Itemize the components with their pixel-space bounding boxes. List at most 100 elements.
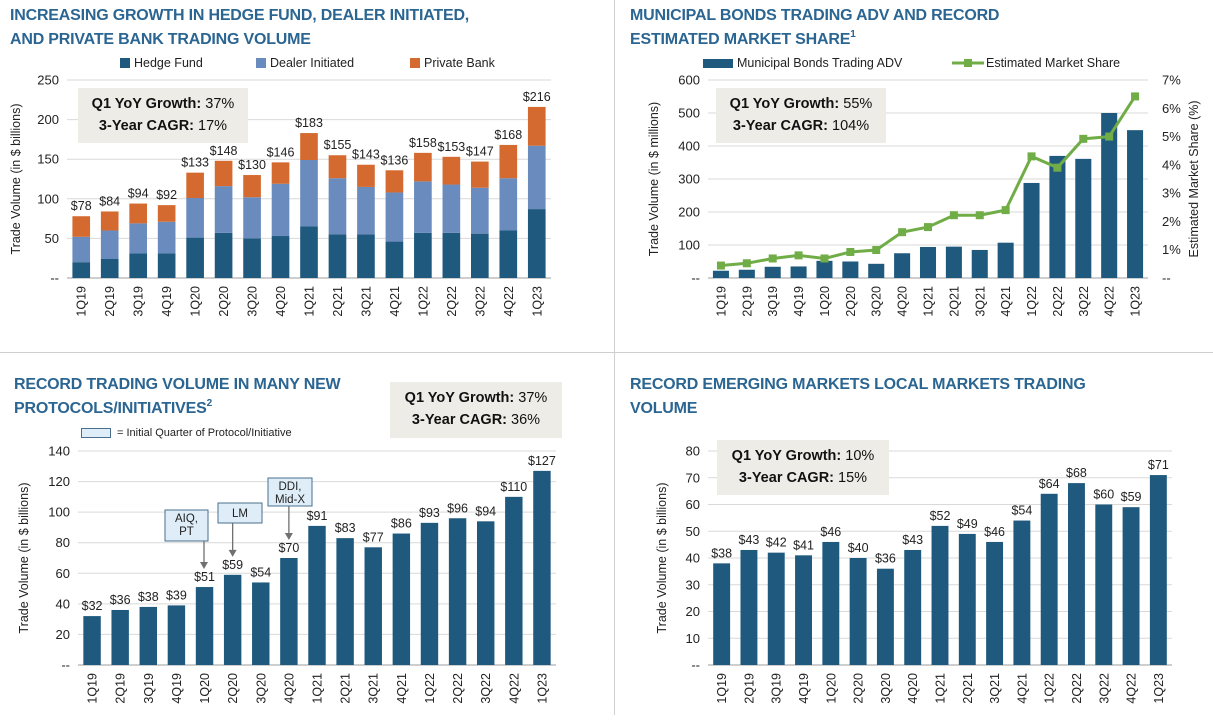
bar [1101,113,1118,278]
y-tick-label: -- [691,271,700,286]
bar-segment-private-bank [72,216,91,237]
market-share-marker [1001,206,1010,215]
x-tick-label: 3Q22 [1097,673,1111,704]
bar-segment-hedge-fund [72,262,91,278]
x-tick-label: 4Q21 [395,673,409,704]
stat-value: 37% [518,390,548,406]
market-share-marker [1027,152,1036,161]
x-tick-label: 1Q19 [714,286,728,317]
y-right-tick-label: 3% [1162,186,1181,201]
bar [1122,507,1140,665]
bar-segment-hedge-fund [214,232,233,278]
data-label: $130 [238,158,266,172]
stat-label: 3-Year CAGR: [738,470,835,486]
x-tick-label: 4Q22 [1125,673,1139,704]
data-label: $36 [110,593,131,607]
bar [904,549,922,665]
bar [816,260,833,278]
bar [252,582,270,665]
y-tick-label: 200 [37,112,59,127]
bar [795,555,812,665]
bar-segment-hedge-fund [357,234,375,278]
y-right-tick-label: -- [1162,271,1171,286]
data-label: $42 [766,536,787,550]
panel1-stat-box: Q1 YoY Growth: 37% 3-Year CAGR: 17% [78,88,248,143]
x-tick-label: 1Q22 [1043,673,1057,704]
legend-label: Private Bank [424,56,495,70]
panel2-title-line1: MUNICIPAL BONDS TRADING ADV AND RECORD [630,7,1000,24]
annotation-label: LM [232,508,248,520]
x-tick-label: 1Q20 [189,286,203,317]
bar-segment-dealer-initiated [499,178,518,231]
y-tick-label: 40 [686,551,700,566]
bar-segment-hedge-fund [129,253,148,278]
bar-segment-dealer-initiated [300,159,318,227]
bar-segment-dealer-initiated [328,178,347,235]
bar-segment-hedge-fund [442,232,461,278]
market-share-marker [794,251,803,260]
vertical-divider [614,0,615,715]
legend-swatch [81,428,111,438]
bar-segment-hedge-fund [470,233,489,278]
data-label: $158 [409,136,437,150]
x-tick-label: 2Q22 [1070,673,1084,704]
x-tick-label: 3Q20 [254,673,268,704]
bar-segment-dealer-initiated [186,198,204,238]
data-label: $40 [848,541,869,555]
y-right-tick-label: 1% [1162,242,1181,257]
market-share-marker [949,211,958,220]
stat-label: Q1 YoY Growth: [91,96,202,112]
data-label: $155 [324,138,352,152]
data-label: $51 [194,570,215,584]
horizontal-divider [0,352,1213,353]
annotation-arrow-head-icon [228,549,237,557]
market-share-marker [924,223,932,232]
panel2-legend-share: Estimated Market Share [952,56,1120,70]
stat-label: 3-Year CAGR: [732,118,828,134]
x-tick-label: 4Q19 [797,673,811,704]
x-tick-label: 4Q20 [896,286,910,317]
data-label: $38 [711,546,732,560]
x-tick-label: 1Q21 [922,286,936,317]
x-tick-label: 3Q21 [367,673,381,704]
x-tick-label: 4Q22 [1103,286,1117,317]
panel1-title: INCREASING GROWTH IN HEDGE FUND, DEALER … [10,4,469,52]
data-label: $92 [156,188,177,202]
data-label: $136 [381,153,409,167]
y-tick-label: 10 [686,631,700,646]
legend-label: Estimated Market Share [986,56,1121,70]
stat-value: 10% [845,448,875,464]
x-tick-label: 3Q20 [246,286,260,317]
bar [1013,520,1031,665]
y-tick-label: 70 [686,470,700,485]
bar-segment-hedge-fund [414,232,432,278]
x-tick-label: 3Q21 [973,286,987,317]
stat-label: Q1 YoY Growth: [731,448,842,464]
x-tick-label: 3Q22 [479,673,493,704]
panel1-title-line1: INCREASING GROWTH IN HEDGE FUND, DEALER … [10,7,470,24]
data-label: $36 [875,552,896,566]
annotation-box [267,477,313,507]
data-label: $60 [1093,488,1114,502]
panel3-title: RECORD TRADING VOLUME IN MANY NEW PROTOC… [14,373,341,421]
legend-label: Dealer Initiated [270,56,355,70]
panel1-legend-dealer-initiated: Dealer Initiated [256,56,354,70]
y-tick-label: 120 [48,474,70,489]
y-right-tick-label: 2% [1162,214,1181,229]
data-label: $64 [1039,477,1060,491]
bar [448,518,467,665]
bar [713,563,731,665]
stat-value: 104% [832,118,870,134]
bar [476,521,495,665]
y-tick-label: 20 [686,604,700,619]
bar-segment-dealer-initiated [214,186,233,233]
x-tick-label: 2Q20 [844,286,858,317]
y-right-tick-label: 5% [1162,129,1181,144]
bar [971,249,988,278]
x-tick-label: 1Q21 [311,673,325,704]
bar-segment-dealer-initiated [157,221,176,254]
bar [1068,483,1085,665]
stat-label: 3-Year CAGR: [98,118,195,134]
annotation-arrow-head-icon [200,562,208,570]
